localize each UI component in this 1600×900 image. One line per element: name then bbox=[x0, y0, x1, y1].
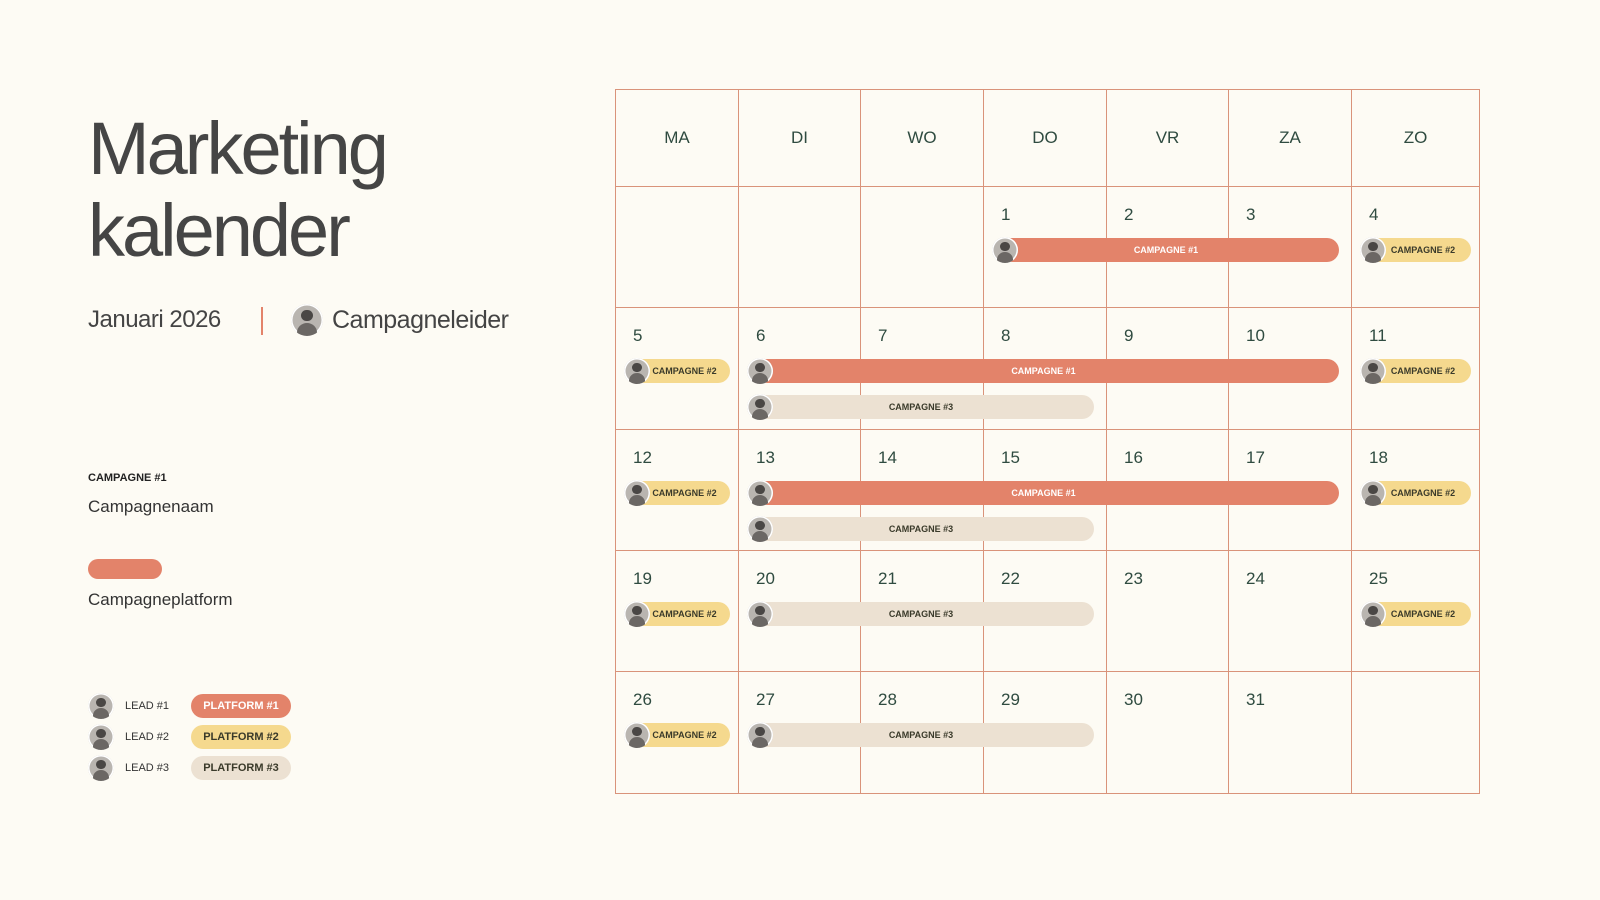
day-number: 26 bbox=[633, 690, 652, 709]
platform-pill: PLATFORM #3 bbox=[191, 756, 291, 780]
weekday: MA bbox=[615, 89, 739, 187]
weekday: ZO bbox=[1351, 89, 1480, 187]
day-cell bbox=[738, 186, 861, 308]
day-cell bbox=[860, 186, 984, 308]
campaign-bar: CAMPAGNE #1 bbox=[993, 238, 1339, 262]
day-number: 17 bbox=[1246, 448, 1265, 467]
day-number: 4 bbox=[1369, 205, 1379, 224]
avatar bbox=[747, 722, 773, 748]
avatar bbox=[1360, 237, 1386, 263]
day-number: 10 bbox=[1246, 326, 1265, 345]
day-number: 8 bbox=[1001, 326, 1011, 345]
month: Januari 2026 bbox=[88, 306, 221, 333]
avatar bbox=[88, 755, 114, 781]
avatar bbox=[747, 394, 773, 420]
avatar bbox=[88, 693, 114, 719]
day-number: 18 bbox=[1369, 448, 1388, 467]
day-number: 31 bbox=[1246, 690, 1265, 709]
day-number: 16 bbox=[1124, 448, 1143, 467]
day-number: 2 bbox=[1124, 205, 1134, 224]
avatar bbox=[747, 358, 773, 384]
day-number: 12 bbox=[633, 448, 652, 467]
day-number: 14 bbox=[878, 448, 897, 467]
day-number: 15 bbox=[1001, 448, 1020, 467]
avatar bbox=[747, 516, 773, 542]
lead-label: LEAD #3 bbox=[125, 762, 170, 774]
leader: Campagneleider bbox=[332, 306, 509, 334]
weekday: ZA bbox=[1228, 89, 1352, 187]
avatar bbox=[1360, 480, 1386, 506]
avatar bbox=[992, 237, 1018, 263]
campaign-bar: CAMPAGNE #1 bbox=[748, 481, 1339, 505]
lead-label: LEAD #2 bbox=[125, 731, 170, 743]
day-number: 23 bbox=[1124, 569, 1143, 588]
avatar bbox=[624, 601, 650, 627]
weekday: DO bbox=[983, 89, 1107, 187]
avatar bbox=[624, 480, 650, 506]
campaign-bar: CAMPAGNE #3 bbox=[748, 517, 1094, 541]
avatar bbox=[291, 304, 323, 336]
day-number: 30 bbox=[1124, 690, 1143, 709]
day-number: 20 bbox=[756, 569, 775, 588]
day-number: 3 bbox=[1246, 205, 1256, 224]
title-line: Marketing bbox=[88, 107, 389, 190]
avatar bbox=[1360, 358, 1386, 384]
day-number: 28 bbox=[878, 690, 897, 709]
day-number: 21 bbox=[878, 569, 897, 588]
day-number: 7 bbox=[878, 326, 888, 345]
day-number: 19 bbox=[633, 569, 652, 588]
platform-pill: PLATFORM #2 bbox=[191, 725, 291, 749]
key-campaign-label: CAMPAGNE #1 bbox=[88, 472, 167, 484]
campaign-bar: CAMPAGNE #1 bbox=[748, 359, 1339, 383]
day-number: 5 bbox=[633, 326, 643, 345]
avatar bbox=[747, 480, 773, 506]
avatar bbox=[1360, 601, 1386, 627]
day-number: 22 bbox=[1001, 569, 1020, 588]
day-number: 29 bbox=[1001, 690, 1020, 709]
key-swatch bbox=[88, 559, 162, 579]
day-number: 6 bbox=[756, 326, 766, 345]
day-number: 9 bbox=[1124, 326, 1134, 345]
campaign-bar: CAMPAGNE #3 bbox=[748, 723, 1094, 747]
weekday: DI bbox=[738, 89, 861, 187]
weekday: VR bbox=[1106, 89, 1229, 187]
title-line: kalender bbox=[88, 189, 351, 272]
day-number: 25 bbox=[1369, 569, 1388, 588]
avatar bbox=[747, 601, 773, 627]
day-number: 11 bbox=[1369, 326, 1387, 345]
day-number: 27 bbox=[756, 690, 775, 709]
platform-pill: PLATFORM #1 bbox=[191, 694, 291, 718]
day-number: 1 bbox=[1001, 205, 1011, 224]
campaign-bar: CAMPAGNE #3 bbox=[748, 395, 1094, 419]
day-cell bbox=[615, 186, 739, 308]
day-cell bbox=[1351, 671, 1480, 794]
lead-label: LEAD #1 bbox=[125, 700, 170, 712]
weekday: WO bbox=[860, 89, 984, 187]
day-number: 24 bbox=[1246, 569, 1265, 588]
key-campaign-name: Campagnenaam bbox=[88, 497, 214, 516]
avatar bbox=[624, 722, 650, 748]
day-number: 13 bbox=[756, 448, 775, 467]
key-platform-name: Campagneplatform bbox=[88, 590, 233, 609]
campaign-bar: CAMPAGNE #3 bbox=[748, 602, 1094, 626]
avatar bbox=[88, 724, 114, 750]
separator bbox=[261, 307, 263, 335]
avatar bbox=[624, 358, 650, 384]
